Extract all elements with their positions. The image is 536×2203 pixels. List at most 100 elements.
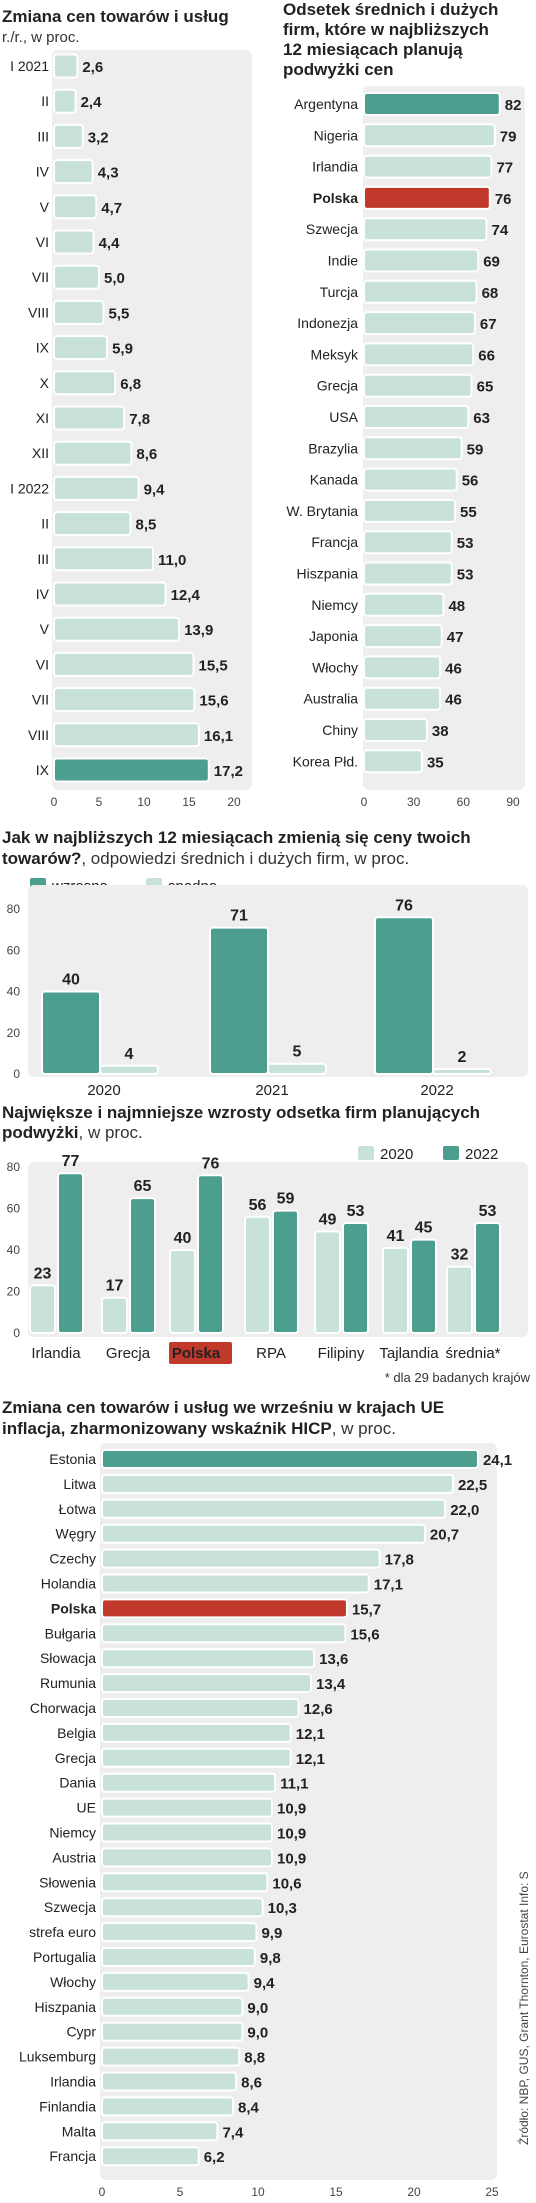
chart5-x-tick-label: 15 <box>329 2185 343 2199</box>
legend-label-2020: 2020 <box>380 1146 413 1163</box>
chart1-value-label: 5,9 <box>112 341 133 358</box>
chart5-row-malta: Malta 7,4 <box>62 2121 244 2142</box>
chart5-row-finlandia: Finlandia 8,4 <box>39 2096 260 2117</box>
chart1-value-label: 2,6 <box>82 59 103 76</box>
chart5-bar <box>101 1971 250 1992</box>
chart1-category-label: IX <box>36 340 50 356</box>
chart5-category-label: Luksemburg <box>19 2049 96 2065</box>
chart1-value-label: 4,7 <box>101 200 122 217</box>
chart1-x-tick-label: 20 <box>227 795 241 809</box>
chart2-title-line1: Odsetek średnich i dużych <box>283 0 498 19</box>
chart5-category-label: Belgia <box>57 1725 96 1741</box>
chart5-row-litwa: Litwa 22,5 <box>63 1473 487 1494</box>
chart3-y-tick-label: 40 <box>7 985 21 999</box>
chart1-row-vii: VII 15,6 <box>32 687 229 713</box>
chart3-value-label: 2 <box>458 1049 467 1066</box>
chart1-bar <box>53 581 167 607</box>
chart1-row-viii: VIII 5,5 <box>28 299 130 325</box>
chart1-bar <box>53 722 200 748</box>
chart5-category-label: Finlandia <box>39 2098 96 2114</box>
chart4-category-label: średnia* <box>445 1345 500 1362</box>
chart5-value-label: 9,0 <box>247 2000 268 2017</box>
chart1-bar <box>53 299 105 325</box>
chart5-category-label: Dania <box>59 1775 96 1791</box>
chart2-category-label: Nigeria <box>314 127 359 143</box>
chart5-row-hiszpania: Hiszpania 9,0 <box>35 1996 268 2017</box>
chart5-bar <box>101 1523 426 1544</box>
chart1-row-xii: XII 8,6 <box>32 440 157 466</box>
chart5-row-strefa-euro: strefa euro 9,9 <box>29 1922 282 1943</box>
chart1-bar <box>53 405 126 431</box>
chart2-row-japonia: Japonia 47 <box>309 624 463 649</box>
chart5-bar <box>101 1772 277 1793</box>
chart5-row-rumunia: Rumunia 13,4 <box>40 1673 346 1694</box>
chart5-value-label: 10,9 <box>277 1826 306 1843</box>
chart2-category-label: Hiszpania <box>297 566 359 582</box>
chart5-value-label: 12,1 <box>296 1726 325 1743</box>
chart5-x-tick-label: 10 <box>251 2185 265 2199</box>
chart2-x-tick-label: 90 <box>506 795 520 809</box>
chart2-bars: Argentyna 82 Nigeria 79 Irlandia 77 Polska 76 Sz… <box>286 92 521 774</box>
chart5-row-bułgaria: Bułgaria 15,6 <box>45 1623 380 1644</box>
chart2-value-label: 77 <box>496 160 513 177</box>
chart1-bar <box>53 370 117 396</box>
chart1-bar <box>53 687 196 713</box>
chart2-value-label: 66 <box>478 347 495 364</box>
chart4-value-label: 49 <box>319 1211 337 1228</box>
chart5-bar <box>101 1872 269 1893</box>
chart1-category-label: VIII <box>28 304 49 320</box>
chart2-category-label: Irlandia <box>312 159 358 175</box>
chart1-row-v: V 4,7 <box>40 194 122 220</box>
chart5-row-dania: Dania 11,1 <box>59 1772 309 1793</box>
chart2-row-meksyk: Meksyk 66 <box>311 342 495 367</box>
chart2-category-label: Australia <box>304 691 359 707</box>
chart5-category-label: Słowacja <box>40 1650 96 1666</box>
chart1-row-vi: VI 15,5 <box>36 651 228 677</box>
chart1-x-tick-label: 10 <box>137 795 151 809</box>
chart5-bar <box>101 1449 479 1469</box>
chart2-bar <box>363 248 480 273</box>
chart5-value-label: 9,0 <box>247 2025 268 2042</box>
chart-cpi-monthly: Zmiana cen towarów i usług r./r., w proc… <box>2 7 252 809</box>
chart4-category-label: Tajlandia <box>379 1345 439 1362</box>
chart2-row-hiszpania: Hiszpania 53 <box>297 561 473 586</box>
chart5-row-estonia: Estonia 24,1 <box>49 1449 512 1469</box>
chart5-value-label: 9,9 <box>261 1925 282 1942</box>
chart4-group-średnia: 32 53 średnia* <box>445 1203 501 1362</box>
chart1-value-label: 9,4 <box>144 481 166 498</box>
chart5-category-label: Słowenia <box>39 1874 96 1890</box>
chart5-category-label: Polska <box>51 1600 96 1616</box>
chart5-category-label: Malta <box>62 2123 96 2139</box>
chart-hicp-eu: Zmiana cen towarów i usług we wrześniu w… <box>2 1398 512 2199</box>
chart2-bar <box>363 217 488 242</box>
chart4-value-label: 53 <box>347 1203 365 1220</box>
chart2-value-label: 68 <box>482 285 499 302</box>
chart2-row-korea-płd: Korea Płd. 35 <box>293 749 444 774</box>
chart5-category-label: Węgry <box>56 1526 96 1542</box>
chart1-value-label: 13,9 <box>184 622 213 639</box>
chart5-bar <box>101 1797 274 1818</box>
chart1-bar <box>53 616 181 642</box>
chart4-y-tick-label: 80 <box>7 1160 21 1174</box>
chart2-value-label: 67 <box>480 316 497 333</box>
chart2-category-label: USA <box>329 409 358 425</box>
chart2-row-francja: Francja 53 <box>311 530 473 555</box>
chart2-row-szwecja: Szwecja 74 <box>306 217 509 242</box>
chart5-row-austria: Austria 10,9 <box>52 1847 306 1868</box>
chart2-category-label: Korea Płd. <box>293 753 358 769</box>
chart5-category-label: Włochy <box>50 1974 96 1990</box>
chart5-bar <box>101 1548 381 1569</box>
chart5-category-label: strefa euro <box>29 1924 96 1940</box>
chart3-value-label: 4 <box>125 1046 134 1063</box>
chart1-value-label: 5,5 <box>109 305 130 322</box>
chart5-category-label: Litwa <box>63 1476 96 1492</box>
chart1-bar <box>53 475 140 501</box>
chart5-row-słowenia: Słowenia 10,6 <box>39 1872 302 1893</box>
chart4-value-label: 23 <box>34 1265 52 1282</box>
chart1-category-label: V <box>40 621 50 637</box>
chart1-bar <box>53 88 77 114</box>
chart1-value-label: 3,2 <box>88 129 109 146</box>
chart2-value-label: 69 <box>483 254 500 271</box>
chart5-row-holandia: Holandia 17,1 <box>41 1573 403 1594</box>
chart5-row-polska: Polska 15,7 <box>51 1598 381 1619</box>
